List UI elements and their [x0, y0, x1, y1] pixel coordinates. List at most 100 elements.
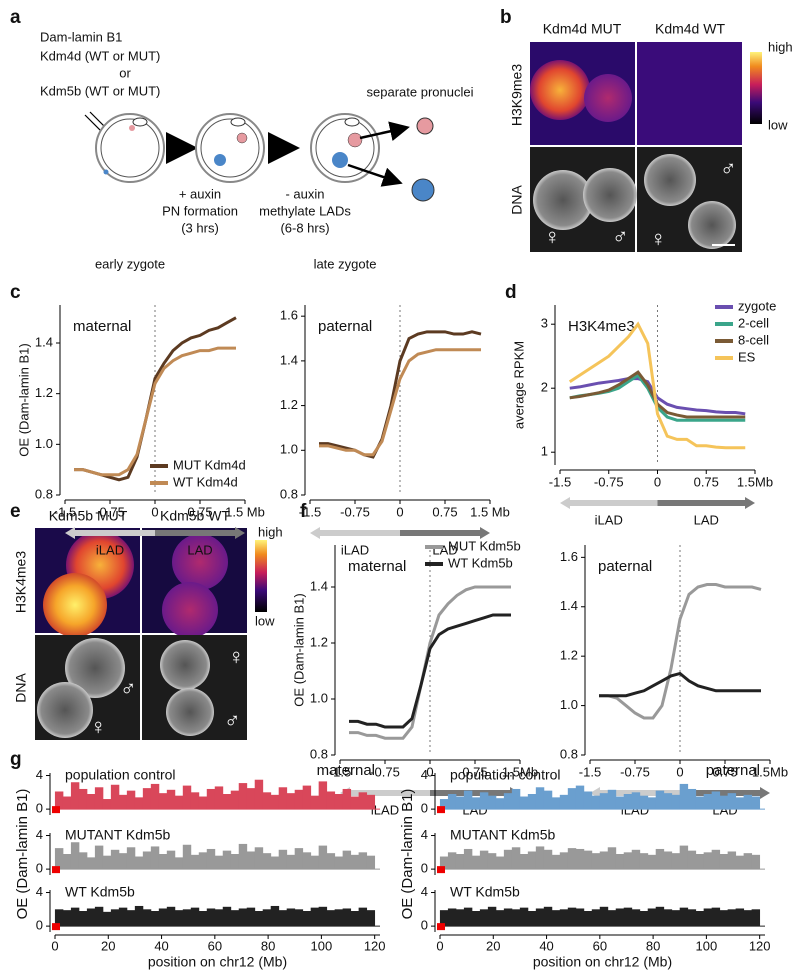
x-tick-label: 80 [646, 938, 660, 953]
bar [318, 906, 328, 927]
zygote-membrane [100, 118, 160, 178]
x-tick-label: 40 [154, 938, 168, 953]
bar [126, 847, 136, 870]
bar [607, 910, 617, 927]
bar [463, 848, 473, 870]
bar [535, 787, 545, 810]
x-tick-label: 0 [436, 938, 443, 953]
x-tick-label: -0.75 [620, 764, 650, 779]
y-tick-label: 0 [36, 861, 43, 876]
y-tick-label: 1.2 [35, 385, 53, 400]
nucleus [160, 640, 210, 690]
zygote [310, 113, 380, 183]
bar [711, 791, 721, 810]
diagram-text: (6-8 hrs) [280, 220, 329, 235]
bar [479, 792, 489, 810]
x-axis-label: position on chr12 (Mb) [533, 954, 672, 970]
bar [238, 908, 248, 927]
bar [559, 852, 569, 870]
bar [70, 907, 80, 927]
bar [527, 911, 537, 927]
bar [511, 909, 521, 927]
colorbar-label: high [258, 524, 283, 539]
bar [222, 850, 232, 870]
bar [455, 854, 465, 870]
y-axis-label: average RPKM [511, 341, 526, 429]
bar [54, 909, 64, 927]
centromere [52, 806, 60, 814]
panel-label: b [500, 7, 512, 28]
bar [78, 852, 88, 870]
annotation: iLAD [96, 542, 124, 557]
bar [439, 799, 449, 810]
y-tick-label: 0.8 [35, 486, 53, 501]
legend-label: MUT Kdm5b [448, 538, 521, 553]
x-tick-label: -0.75 [594, 474, 624, 489]
bar [655, 848, 665, 870]
bar [479, 909, 489, 927]
bar [342, 850, 352, 870]
series-line [319, 330, 482, 459]
bar [350, 854, 360, 870]
bar [246, 788, 256, 810]
bar [615, 854, 625, 870]
y-tick-label: 0 [421, 861, 428, 876]
bar [727, 793, 737, 810]
bar [222, 906, 232, 927]
x-tick-label: 1.5Mb [752, 764, 788, 779]
bar [615, 908, 625, 927]
x-axis-label: position on chr12 (Mb) [148, 954, 287, 970]
bar [334, 856, 344, 870]
bar [118, 853, 128, 870]
series-line [569, 377, 746, 416]
bar [318, 845, 328, 870]
track-side-label: maternal [317, 762, 375, 779]
y-tick-label: 0 [36, 801, 43, 816]
x-tick-label: 20 [486, 938, 500, 953]
bar [110, 784, 120, 810]
bar [70, 842, 80, 870]
diagram-text: separate pronuclei [367, 84, 474, 99]
bar [751, 909, 761, 927]
bar [118, 794, 128, 810]
x-tick-label: 20 [101, 938, 115, 953]
bar [134, 797, 144, 810]
nucleus [533, 170, 593, 230]
bar [134, 905, 144, 927]
nucleus [37, 682, 93, 738]
bar [455, 909, 465, 927]
bar [503, 908, 513, 927]
bar [238, 783, 248, 810]
bar [158, 793, 168, 810]
panel-label: a [10, 7, 21, 28]
bar [455, 796, 465, 810]
bar [358, 907, 368, 927]
y-axis-label: OE (Dam-lamin B1) [291, 593, 306, 706]
bar [326, 910, 336, 927]
bar [583, 791, 593, 810]
bar [519, 796, 529, 810]
bar [711, 849, 721, 870]
y-axis-label: OE (Dam-lamin B1) [399, 789, 416, 920]
bar [703, 908, 713, 927]
bar [543, 790, 553, 810]
sex-symbol: ♂ [224, 708, 241, 733]
bar [94, 845, 104, 870]
bar [110, 909, 120, 927]
y-tick-label: 2 [541, 380, 548, 395]
bar [463, 790, 473, 810]
bar [551, 910, 561, 927]
bar [743, 794, 753, 810]
column-header: Kdm4d WT [655, 21, 725, 37]
bar [366, 855, 376, 870]
bar [222, 794, 232, 810]
bar [535, 846, 545, 870]
bar [358, 792, 368, 810]
track-title: WT Kdm5b [450, 884, 520, 900]
bar [631, 909, 641, 927]
y-tick-label: 1.6 [280, 308, 298, 323]
series-line [74, 346, 236, 477]
y-tick-label: 1.0 [280, 442, 298, 457]
bar [575, 785, 585, 810]
image [637, 42, 742, 145]
